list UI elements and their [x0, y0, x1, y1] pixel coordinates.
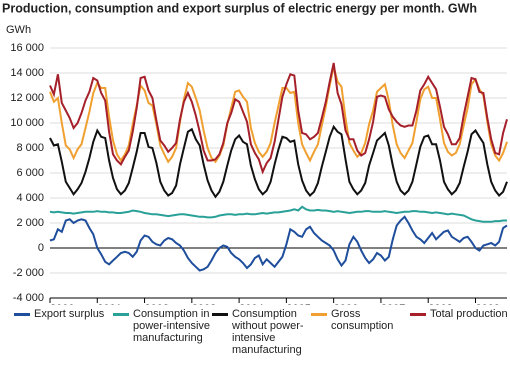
x-tick-label: 2003 [192, 303, 216, 305]
y-tick-label: 6 000 [16, 167, 44, 179]
legend-label: Total production [430, 308, 508, 320]
x-tick-label: 2006 [334, 303, 358, 305]
series-line [49, 62, 508, 175]
y-unit: GWh [6, 24, 31, 36]
x-tick-label: 2005 [286, 303, 310, 305]
y-tick-label: -2 000 [13, 267, 44, 279]
chart-title: Production, consumption and export surpl… [2, 1, 477, 15]
x-tick-label: 2004 [239, 303, 263, 305]
series-line [49, 215, 508, 272]
y-tick-label: 12 000 [10, 92, 44, 104]
x-tick-label: 2001 [97, 303, 121, 305]
y-tick-label: 4 000 [16, 192, 44, 204]
legend-label: Consumption without power-intensive manu… [232, 308, 304, 356]
x-tick-label: 2007 [381, 303, 405, 305]
legend-swatch [113, 313, 129, 316]
x-tick-label: 2009 [475, 303, 499, 305]
y-tick-label: -4 000 [13, 292, 44, 304]
y-tick-label: 0 [38, 242, 44, 254]
y-tick-label: 10 000 [10, 117, 44, 129]
series-line [49, 205, 507, 223]
series-line [49, 66, 508, 164]
legend-swatch [410, 313, 426, 316]
legend-entry: Total production [410, 308, 509, 356]
x-tick-label: 2008 [428, 303, 452, 305]
legend-entry: Gross consumption [311, 308, 410, 356]
y-tick-label: 2 000 [16, 217, 44, 229]
legend-label: Export surplus [34, 308, 105, 320]
legend-entry: Consumption in power-intensive manufactu… [113, 308, 212, 356]
legend: Export surplus Consumption in power-inten… [14, 308, 510, 356]
y-tick-label: 8 000 [16, 142, 44, 154]
legend-entry: Consumption without power-intensive manu… [212, 308, 311, 356]
chart: Production, consumption and export surpl… [2, 1, 508, 315]
y-tick-label: 14 000 [10, 67, 44, 79]
legend-entry: Export surplus [14, 308, 113, 356]
legend-swatch [212, 313, 228, 316]
legend-swatch [311, 313, 327, 316]
legend-label: Gross consumption [331, 308, 394, 332]
legend-swatch [14, 313, 30, 316]
legend-label: Consumption in power-intensive manufactu… [133, 308, 211, 344]
y-tick-label: 16 000 [10, 42, 44, 54]
series-line [49, 124, 508, 199]
x-tick-label: 2002 [145, 303, 169, 305]
